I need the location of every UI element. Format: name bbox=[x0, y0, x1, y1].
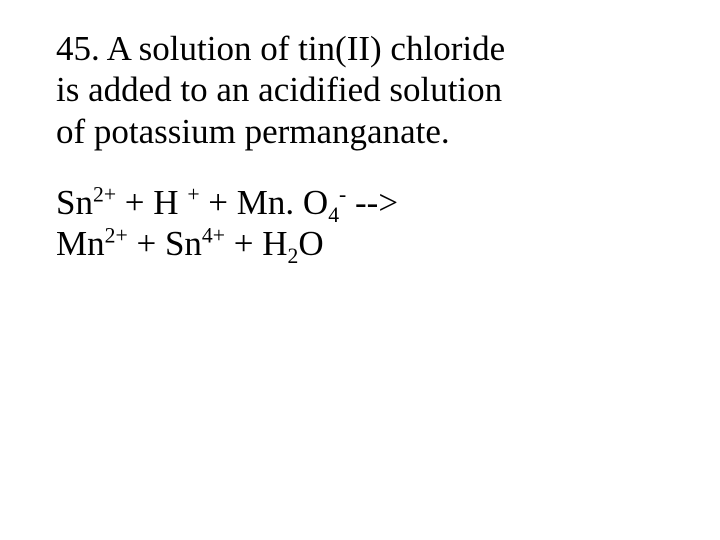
eqn-arrow: --> bbox=[346, 183, 398, 222]
eqn-sup: + bbox=[187, 182, 199, 206]
eqn-sub: 4 bbox=[328, 203, 339, 227]
eqn-text: Mn bbox=[56, 224, 105, 263]
chemical-equation: Sn2+ + H + + Mn. O4- --> Mn2+ + Sn4+ + H… bbox=[56, 182, 664, 265]
eqn-text: Sn bbox=[56, 183, 93, 222]
eqn-sup: 4+ bbox=[202, 224, 225, 248]
question-line-3: of potassium permanganate. bbox=[56, 112, 450, 151]
eqn-text: + Mn. O bbox=[200, 183, 329, 222]
eqn-text: + H bbox=[225, 224, 288, 263]
eqn-sup: 2+ bbox=[105, 224, 128, 248]
eqn-sub: 2 bbox=[288, 244, 299, 268]
eqn-text: + Sn bbox=[128, 224, 202, 263]
slide: 45. A solution of tin(II) chloride is ad… bbox=[0, 0, 720, 540]
eqn-rhs: Mn2+ + Sn4+ + H2O bbox=[56, 224, 324, 263]
eqn-text: O bbox=[298, 224, 323, 263]
eqn-lhs: Sn2+ + H + + Mn. O4- --> bbox=[56, 183, 398, 222]
question-line-2: is added to an acidified solution bbox=[56, 70, 502, 109]
question-paragraph: 45. A solution of tin(II) chloride is ad… bbox=[56, 28, 664, 152]
question-line-1: 45. A solution of tin(II) chloride bbox=[56, 29, 505, 68]
eqn-text: + H bbox=[116, 183, 187, 222]
eqn-sup: 2+ bbox=[93, 182, 116, 206]
